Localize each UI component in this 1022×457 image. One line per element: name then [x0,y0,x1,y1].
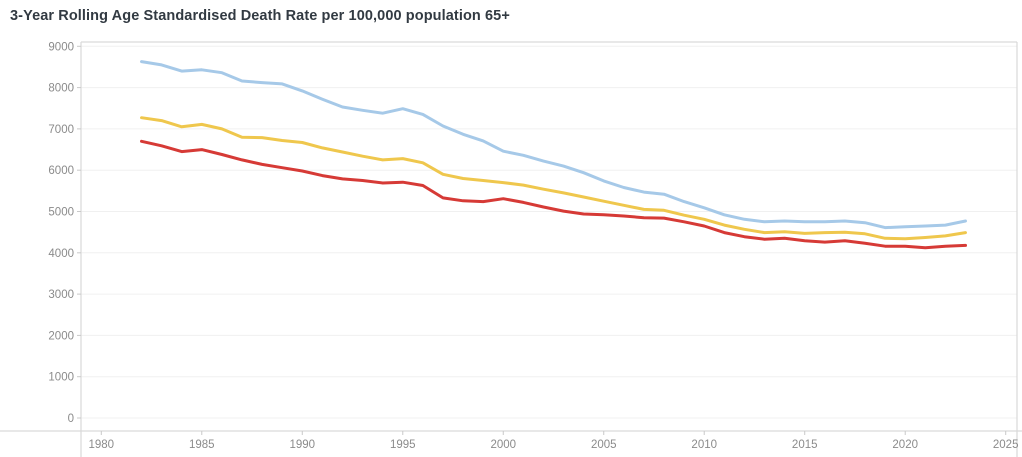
x-tick-label: 1995 [390,439,416,451]
y-tick-label: 3000 [48,289,74,301]
chart-title: 3-Year Rolling Age Standardised Death Ra… [10,8,510,24]
y-tick-label: 8000 [48,83,74,95]
y-tick-label: 7000 [48,124,74,136]
series-blue-line[interactable] [140,60,967,230]
x-tick-label: 2005 [591,439,617,451]
x-tick-label: 2015 [792,439,818,451]
x-tick-label: 1980 [89,439,115,451]
x-tick-label: 2000 [490,439,516,451]
y-tick-label: 9000 [48,41,74,53]
series-yellow-line[interactable] [140,116,967,241]
x-tick-label: 2020 [892,439,918,451]
y-tick-label: 1000 [48,372,74,384]
x-tick-label: 1985 [189,439,215,451]
y-tick-label: 4000 [48,248,74,260]
y-tick-label: 0 [68,413,74,425]
y-tick-label: 2000 [48,330,74,342]
x-tick-label: 2010 [691,439,717,451]
x-tick-label: 2025 [993,439,1019,451]
y-tick-label: 6000 [48,165,74,177]
x-tick-label: 1990 [289,439,315,451]
y-tick-label: 5000 [48,207,74,219]
series-red-line[interactable] [140,139,967,250]
